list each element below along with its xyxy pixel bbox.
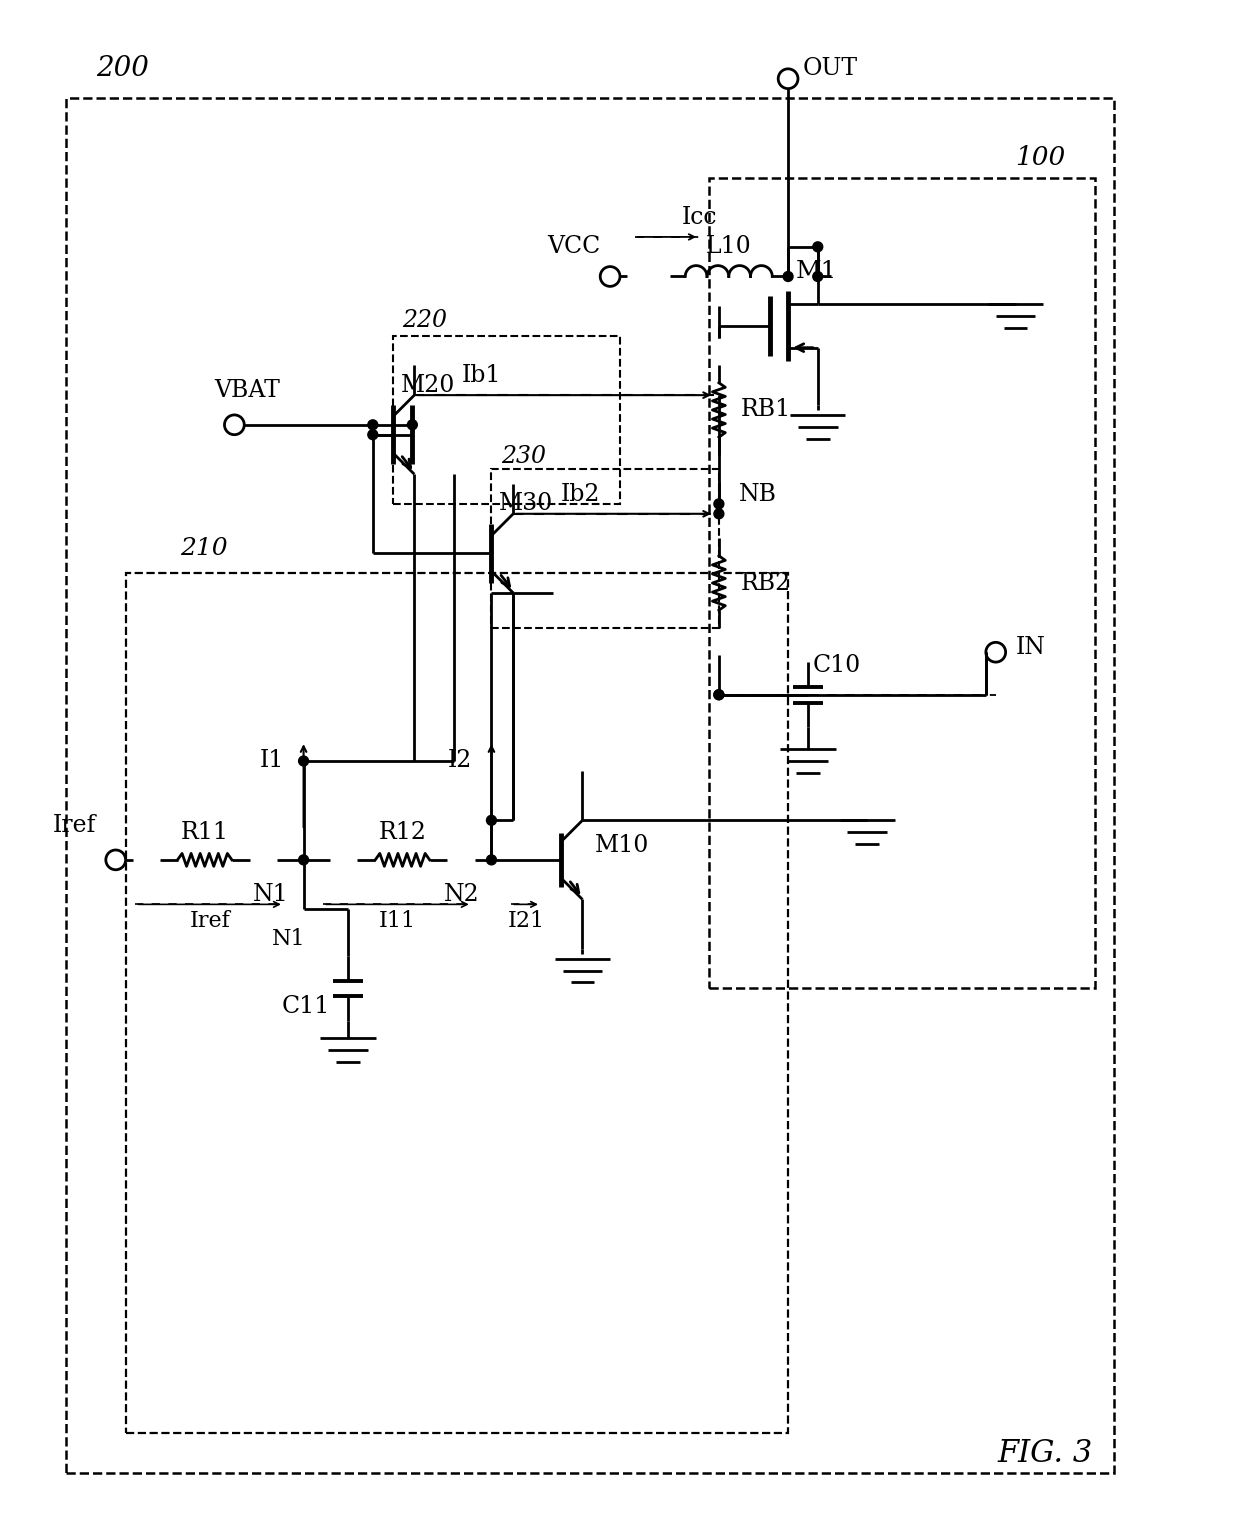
Text: M10: M10 — [595, 834, 650, 856]
Text: 200: 200 — [95, 55, 149, 82]
Text: IN: IN — [1016, 636, 1045, 659]
Circle shape — [486, 815, 496, 826]
Text: N2: N2 — [444, 884, 480, 907]
Text: 100: 100 — [1014, 146, 1065, 170]
Circle shape — [812, 272, 822, 281]
Text: M30: M30 — [500, 493, 553, 516]
Text: Ib1: Ib1 — [461, 364, 501, 386]
Circle shape — [714, 691, 724, 700]
Text: M1: M1 — [796, 260, 837, 283]
Text: FIG. 3: FIG. 3 — [997, 1437, 1092, 1469]
Text: R11: R11 — [181, 821, 228, 844]
Circle shape — [368, 420, 378, 430]
Text: I1: I1 — [259, 750, 284, 773]
Text: C11: C11 — [281, 995, 330, 1018]
Text: 220: 220 — [403, 309, 448, 333]
Text: Iref: Iref — [190, 910, 231, 932]
Text: 230: 230 — [501, 446, 547, 468]
Text: NB: NB — [739, 482, 776, 505]
Text: Iref: Iref — [52, 814, 95, 837]
Text: N1: N1 — [253, 884, 289, 907]
Text: RB2: RB2 — [740, 572, 791, 595]
Text: VBAT: VBAT — [215, 379, 280, 402]
Circle shape — [486, 855, 496, 865]
Text: Icc: Icc — [681, 205, 717, 228]
Text: I11: I11 — [379, 910, 417, 932]
Text: L10: L10 — [706, 236, 751, 259]
Text: 210: 210 — [180, 537, 228, 560]
Text: M20: M20 — [401, 374, 455, 397]
Text: RB1: RB1 — [740, 399, 791, 421]
Circle shape — [368, 430, 378, 440]
Text: N1: N1 — [272, 928, 305, 951]
Text: I21: I21 — [507, 910, 544, 932]
Text: R12: R12 — [378, 821, 427, 844]
Circle shape — [299, 756, 309, 767]
Circle shape — [812, 242, 822, 252]
Circle shape — [714, 510, 724, 519]
Circle shape — [408, 420, 418, 430]
Text: I2: I2 — [448, 750, 471, 773]
Text: Ib2: Ib2 — [560, 482, 600, 505]
Circle shape — [299, 855, 309, 865]
Text: C10: C10 — [812, 654, 861, 677]
Text: VCC: VCC — [547, 236, 600, 259]
Circle shape — [714, 499, 724, 510]
Circle shape — [714, 691, 724, 700]
Circle shape — [784, 272, 794, 281]
Text: OUT: OUT — [804, 58, 858, 81]
